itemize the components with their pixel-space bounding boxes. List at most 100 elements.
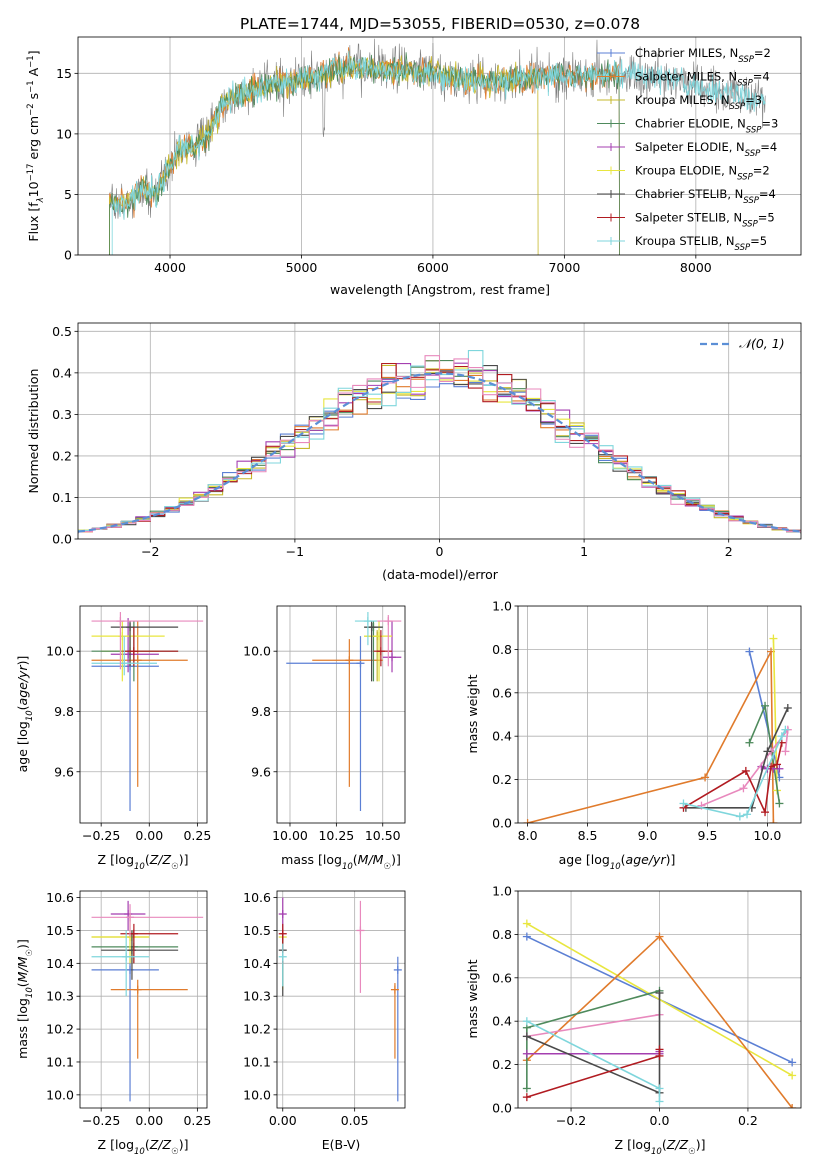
data-point	[743, 810, 752, 819]
label-part: =4	[760, 140, 777, 154]
grid	[277, 606, 405, 823]
data-point	[363, 617, 372, 626]
y-tick-label: 0.4	[52, 365, 72, 380]
x-axis-label: (data-model)/error	[382, 567, 499, 582]
data-point	[522, 1032, 531, 1041]
y-tick-label: 10.0	[243, 1087, 271, 1102]
y-axis-label: age [log10(age/yr)]	[15, 656, 35, 773]
data-point	[345, 656, 354, 665]
y-tick-label: 1.0	[492, 884, 512, 899]
y-tick-label: 15	[56, 66, 72, 81]
y-tick-label: 10.2	[243, 1022, 271, 1037]
data-point	[655, 1084, 664, 1093]
label-part: Salpeter ELODIE, N	[635, 140, 745, 154]
errorbar-point	[91, 914, 150, 964]
label-part: ☉	[25, 949, 35, 957]
age-vs-z-plot	[80, 606, 207, 823]
x-tick-label: 2	[725, 544, 733, 559]
series-line	[526, 1049, 661, 1098]
spectrum-plot	[78, 37, 801, 255]
label-part: SSP	[730, 102, 746, 112]
x-tick-label: 0	[436, 544, 444, 559]
label-part: ☉	[383, 862, 391, 872]
data-point	[745, 738, 754, 747]
data-point	[393, 965, 402, 974]
series-line	[685, 707, 789, 809]
data-point	[781, 725, 790, 734]
grid	[80, 891, 207, 1108]
y-tick-label: 10.5	[243, 923, 271, 938]
x-tick-label: 9.0	[638, 828, 658, 843]
x-tick-label: 9.5	[698, 828, 718, 843]
y-tick-label: 10.0	[243, 644, 271, 659]
data-point	[523, 819, 532, 823]
x-axis-label: mass [log10(M/M☉)]	[281, 852, 401, 872]
data-point	[655, 988, 664, 997]
series-line	[527, 651, 775, 823]
data-point	[761, 808, 770, 817]
data-point	[129, 647, 138, 656]
y-tick-label: 0.3	[52, 407, 72, 422]
data-point	[763, 747, 772, 756]
x-axis-label: wavelength [Angstrom, rest frame]	[330, 282, 550, 297]
label-part: M/M	[358, 852, 384, 867]
y-tick-label: 10.0	[46, 1087, 74, 1102]
x-tick-label: 0.2	[738, 1113, 758, 1128]
label-part: SSP	[745, 149, 761, 159]
data-point	[745, 647, 754, 656]
legend: 𝒩(0, 1)	[700, 336, 785, 351]
x-tick-label: 6000	[417, 260, 449, 275]
errorbar-point	[91, 930, 150, 997]
label-part: Kroupa STELIB, N	[635, 234, 735, 248]
label-part: =5	[750, 234, 767, 248]
x-tick-label: 5000	[286, 260, 318, 275]
data-point	[761, 701, 770, 710]
label-part: Z [log	[615, 1137, 651, 1152]
data-point	[655, 1045, 664, 1054]
data-point	[522, 1049, 531, 1058]
x-tick-label: 0.25	[183, 828, 211, 843]
age-vs-mass-panel: 10.00 10.25 10.50 9.6 9.8 10.0 mass [log10(M/M…	[243, 605, 406, 872]
data-point	[522, 1093, 531, 1102]
legend-label: Kroupa ELODIE, NSSP=2	[635, 164, 770, 183]
legend-entry: Chabrier MILES, NSSP=2	[597, 46, 771, 65]
label-part: A	[26, 67, 41, 80]
legend-label: Kroupa STELIB, NSSP=5	[635, 234, 767, 253]
label-part: ☉	[688, 1147, 696, 1157]
axes-frame	[77, 36, 802, 256]
label-part: 10	[25, 710, 35, 721]
y-tick-label: 0.0	[52, 532, 72, 547]
y-tick-label: 9.6	[251, 764, 271, 779]
weight-vs-age-plot	[518, 606, 801, 823]
y-tick-label: 0.6	[492, 685, 512, 700]
data-point	[278, 929, 287, 938]
label-part: Flux [f	[26, 202, 41, 242]
axes-frame	[276, 605, 406, 824]
x-tick-label: 0.05	[341, 1113, 369, 1128]
label-part: (	[145, 1137, 150, 1152]
y-tick-label: 10.2	[46, 1022, 74, 1037]
legend-entry: Kroupa STELIB, NSSP=5	[597, 234, 767, 253]
axes-frame	[79, 890, 208, 1109]
label-part: SSP	[735, 243, 751, 253]
weight-vs-z-plot	[518, 891, 801, 1108]
data-point	[781, 747, 790, 756]
series-line	[748, 651, 781, 778]
data-point	[522, 1017, 531, 1026]
y-tick-label: 0.2	[52, 448, 72, 463]
y-tick-label: 0.8	[492, 927, 512, 942]
label-part: Chabrier STELIB, N	[635, 187, 743, 201]
weight-vs-age-panel: 8.0 8.5 9.0 9.5 10.0 0.0 0.2 0.4 0.6 0.8 1.0 age [l…	[465, 599, 802, 872]
label-part: age [log	[559, 852, 610, 867]
label-part: age/yr	[626, 852, 667, 867]
label-part: )]	[391, 852, 401, 867]
label-part: SSP	[737, 173, 753, 183]
series-line	[526, 990, 660, 1089]
label-part: Chabrier MILES, N	[635, 46, 738, 60]
x-tick-label: 0.00	[135, 1113, 163, 1128]
label-part: SSP	[742, 220, 758, 230]
errorbar-point	[101, 930, 179, 980]
data-point	[376, 647, 385, 656]
x-tick-label: 1	[580, 544, 588, 559]
legend-label: Chabrier ELODIE, NSSP=3	[635, 117, 778, 136]
